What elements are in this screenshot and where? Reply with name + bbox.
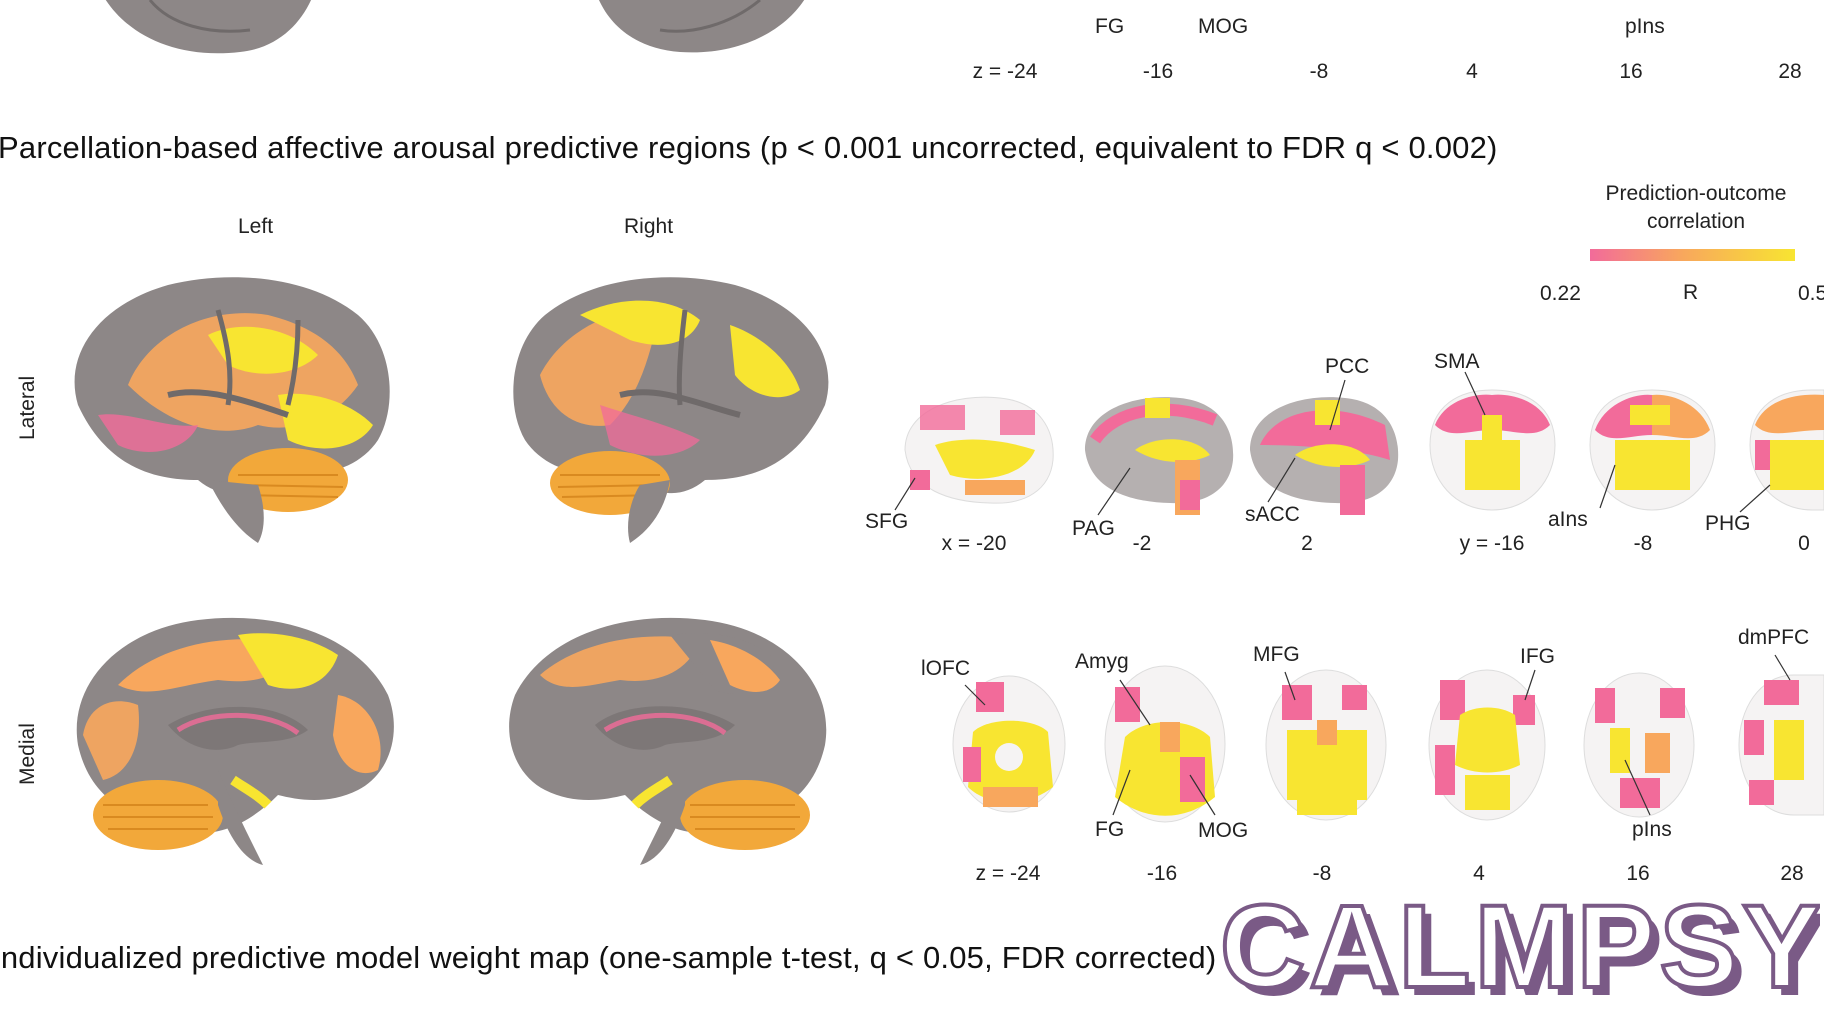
- section-heading-individualized: Individualized predictive model weight m…: [0, 940, 1217, 975]
- region-label-ifg: IFG: [1520, 645, 1555, 668]
- sagittal-coord: x = -20: [941, 532, 1007, 555]
- region-label-fg: FG: [1095, 818, 1125, 841]
- brain-right-lateral: [513, 277, 829, 543]
- coronal-slice-y-minus-16: [1429, 389, 1556, 511]
- colorbar-title-line2: correlation: [1646, 210, 1746, 233]
- region-label-phg: PHG: [1705, 512, 1751, 535]
- axial-coord: 16: [1626, 862, 1650, 885]
- region-label-sfg: SFG: [865, 510, 909, 533]
- region-label-amyg: Amyg: [1075, 650, 1129, 673]
- top-brain-right-partial: [599, 0, 805, 53]
- brain-left-lateral: [74, 277, 390, 543]
- axial-slice-z-4: [1428, 669, 1546, 821]
- coronal-coord: -8: [1633, 532, 1653, 555]
- axial-coord: -8: [1312, 862, 1332, 885]
- axial-coord: 4: [1473, 862, 1485, 885]
- hemisphere-label-left: Left: [238, 215, 274, 238]
- region-label-mog: MOG: [1198, 819, 1249, 842]
- top-axial-coord: 4: [1466, 60, 1478, 83]
- region-label-pcc: PCC: [1325, 355, 1370, 378]
- region-label-ains: aIns: [1548, 508, 1588, 531]
- region-label-mfg: MFG: [1253, 643, 1300, 666]
- axial-slice-z-16: [1583, 672, 1695, 818]
- colorbar-title-line1: Prediction-outcome: [1605, 182, 1787, 205]
- top-axial-coord: -8: [1309, 60, 1329, 83]
- coronal-coord: 0: [1798, 532, 1810, 555]
- top-axial-coord: 28: [1778, 60, 1802, 83]
- colorbar-gradient: [1590, 249, 1795, 261]
- region-label-sacc: sACC: [1245, 503, 1300, 526]
- region-label-pag: PAG: [1072, 517, 1115, 540]
- top-region-label-fg: FG: [1095, 15, 1125, 38]
- coronal-slice-y-minus-8: [1589, 389, 1716, 511]
- sagittal-coord: 2: [1301, 532, 1313, 555]
- top-axial-coord: 16: [1619, 60, 1643, 83]
- axial-coord: z = -24: [975, 862, 1041, 885]
- region-label-dmpfc: dmPFC: [1738, 626, 1810, 649]
- calmpsy-logo: CALMPSY CALMPSY: [1220, 895, 1820, 1015]
- axial-slice-z-minus-8: [1265, 669, 1387, 821]
- top-axial-coord: -16: [1142, 60, 1174, 83]
- axial-slice-z-minus-24: [952, 675, 1066, 813]
- sagittal-slice-x-2: [1250, 397, 1399, 515]
- top-brain-left-partial: [105, 0, 311, 54]
- region-label-sma: SMA: [1434, 350, 1480, 373]
- top-region-label-pins: pIns: [1625, 15, 1665, 38]
- top-region-label-mog: MOG: [1198, 15, 1249, 38]
- brain-left-medial: [76, 617, 394, 865]
- hemisphere-label-right: Right: [624, 215, 674, 238]
- axial-coord: -16: [1146, 862, 1178, 885]
- svg-text:CALMPSY: CALMPSY: [1220, 895, 1820, 1013]
- region-label-pins: pIns: [1632, 818, 1672, 841]
- top-axial-coord: z = -24: [972, 60, 1038, 83]
- section-heading-parcellation: Parcellation-based affective arousal pre…: [0, 130, 1498, 165]
- colorbar-max-label: 0.5: [1798, 282, 1824, 305]
- axial-slice-z-28: [1738, 674, 1824, 816]
- axial-coord: 28: [1780, 862, 1804, 885]
- brain-right-medial: [509, 617, 827, 865]
- svg-text:CALMPSY: CALMPSY: [1228, 895, 1820, 1015]
- region-label-lofc: lOFC: [921, 657, 970, 680]
- colorbar-unit-label: R: [1683, 281, 1699, 304]
- sagittal-slice-x-minus-20: [904, 396, 1054, 504]
- sagittal-slice-x-minus-2: [1085, 397, 1234, 515]
- colorbar-min-label: 0.22: [1540, 282, 1581, 305]
- coronal-slice-y-0: [1749, 389, 1824, 511]
- coronal-coord: y = -16: [1459, 532, 1525, 555]
- sagittal-coord: -2: [1132, 532, 1152, 555]
